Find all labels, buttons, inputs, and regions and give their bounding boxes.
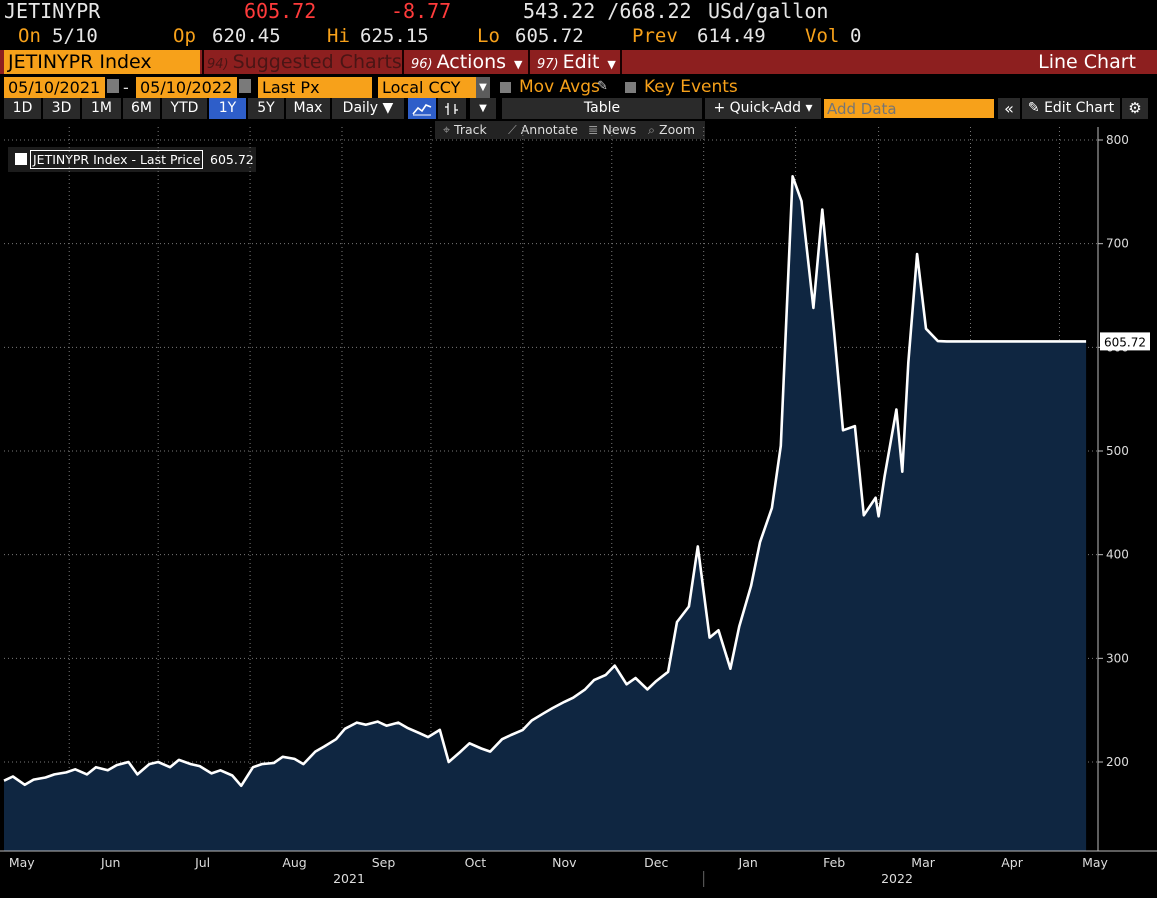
actions-menu[interactable]: 96) Actions ▼ [411,51,523,73]
collapse-button[interactable]: « [998,98,1020,119]
ticker-symbol: JETINYPR [4,0,101,23]
x-axis-month-label: May [1082,855,1108,870]
period-1m[interactable]: 1M [82,98,121,119]
period-6m[interactable]: 6M [123,98,160,119]
security-field[interactable]: JETINYPR Index [4,50,200,74]
news-tool[interactable]: ≣ News [588,122,637,137]
x-axis-month-label: Jan [738,855,758,870]
y-axis-tick-label: 400 [1106,548,1129,562]
x-axis-month-label: Aug [282,855,306,870]
x-axis-month-label: May [9,855,35,870]
x-axis-month-label: Sep [372,855,396,870]
menu-divider [528,50,530,74]
x-axis-month-label: Nov [552,855,577,870]
menu-bar: JETINYPR Index 94) Suggested Charts 96) Ac… [0,50,1157,74]
legend-value: 605.72 [210,152,254,167]
period-ytd[interactable]: YTD [162,98,207,119]
line-chart-icon[interactable] [408,98,436,119]
volume-label: Vol [805,25,840,47]
y-axis-tick-label: 300 [1106,651,1129,665]
high-value: 625.15 [360,25,429,47]
key-events-label: Key Events [644,77,738,97]
annotate-icon: ⟋ [508,122,517,137]
end-date-input[interactable]: 05/10/2022 [136,77,237,98]
on-date: 5/10 [52,25,98,47]
price-change: -8.77 [391,0,452,23]
price-line [3,175,1087,788]
volume-value: 0 [850,25,862,47]
suggested-charts-menu[interactable]: 94) Suggested Charts [207,51,402,73]
y-axis-tick-label: 700 [1106,237,1129,251]
chart-type-label[interactable]: Line Chart [1038,51,1136,73]
x-axis-month-label: Feb [823,855,845,870]
pencil-icon[interactable]: ✎ [597,79,608,94]
dropdown-arrow-icon[interactable]: ▼ [476,77,490,98]
low-value: 605.72 [515,25,584,47]
x-axis-month-label: Dec [644,855,668,870]
mov-avgs-label: Mov Avgs [519,77,600,97]
price-range: 543.22 /668.22 [523,0,692,23]
crosshair-icon: ⌖ [443,122,451,137]
dropdown-arrow-icon: ▼ [514,58,523,71]
menu-divider [402,50,404,74]
chart-type-dropdown-icon[interactable]: ▼ [470,98,496,119]
annotate-tool[interactable]: ⟋ Annotate [508,122,578,137]
x-axis-month-label: Jun [100,855,121,870]
last-value-label: 605.72 [1104,335,1146,349]
y-axis-tick-label: 200 [1106,755,1129,769]
open-label: Op [173,25,196,47]
calendar-icon[interactable] [239,79,251,93]
edit-menu[interactable]: 97) Edit ▼ [537,51,616,73]
menu-divider [202,50,204,74]
x-axis-month-label: Mar [911,855,935,870]
low-label: Lo [477,25,500,47]
x-axis-month-label: Oct [465,855,487,870]
menu-divider [620,50,622,74]
bar-chart-icon[interactable] [438,98,466,119]
calendar-icon[interactable] [107,79,119,93]
high-label: Hi [327,25,350,47]
date-separator: - [123,78,129,97]
start-date-input[interactable]: 05/10/2021 [4,77,105,98]
x-axis-year-label: 2021 [333,871,365,886]
key-events-checkbox[interactable] [625,82,636,93]
currency-select[interactable]: Local CCY [378,77,476,98]
on-label: On [18,25,41,47]
last-price: 605.72 [244,0,317,23]
add-data-input[interactable] [824,99,994,118]
prev-value: 614.49 [697,25,766,47]
price-area-fill [4,176,1087,852]
prev-label: Prev [632,25,678,47]
zoom-tool[interactable]: ⌕ Zoom [648,122,696,137]
news-icon: ≣ [588,122,599,137]
period-max[interactable]: Max [286,98,330,119]
table-button[interactable]: Table [502,98,702,119]
mov-avgs-checkbox[interactable] [500,82,511,93]
y-axis-tick-label: 800 [1106,133,1129,147]
x-axis-month-label: Apr [1001,855,1023,870]
dropdown-arrow-icon: ▼ [607,58,616,71]
quick-add-button[interactable]: + Quick-Add ▾ [705,98,821,119]
edit-chart-button[interactable]: ✎ Edit Chart [1022,98,1120,119]
frequency-select[interactable]: Daily ▼ [332,98,404,119]
settings-gear-icon[interactable]: ⚙ [1122,98,1148,119]
zoom-icon: ⌕ [648,122,656,137]
chart-tools-bar: ⌖ Track ⟋ Annotate ≣ News ⌕ Zoom [435,121,705,139]
open-value: 620.45 [212,25,281,47]
x-axis-year-label: 2022 [881,871,913,886]
period-1y[interactable]: 1Y [209,98,246,119]
period-5y[interactable]: 5Y [248,98,284,119]
period-1d[interactable]: 1D [4,98,41,119]
last-value-marker [1100,332,1150,351]
period-3d[interactable]: 3D [43,98,80,119]
price-unit: USd/gallon [708,0,829,23]
field-select[interactable]: Last Px [258,77,372,98]
track-tool[interactable]: ⌖ Track [443,122,487,137]
legend-swatch [15,153,27,165]
y-axis-tick-label: 500 [1106,444,1129,458]
x-axis-month-label: Jul [194,855,210,870]
